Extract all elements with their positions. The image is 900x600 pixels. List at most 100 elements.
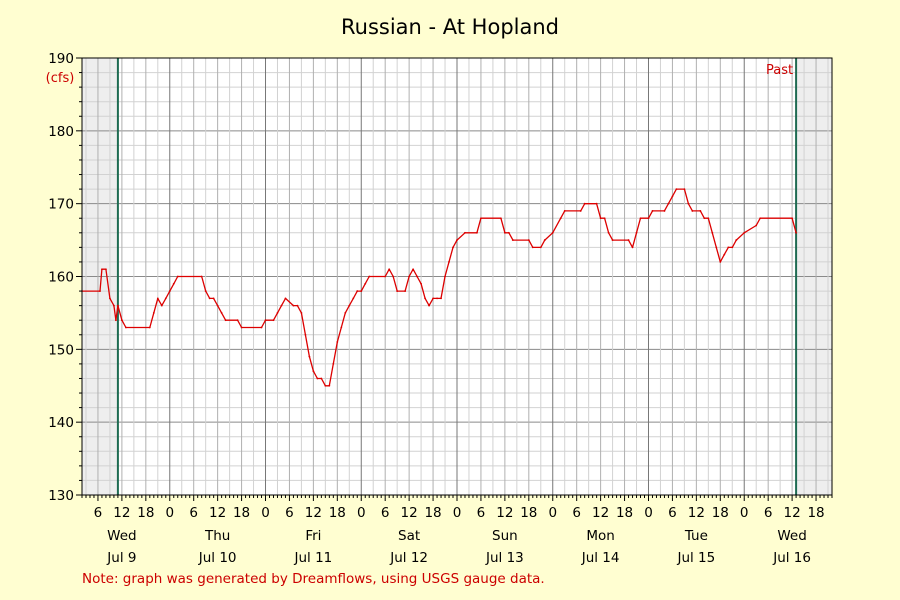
x-hour-label: 12 xyxy=(784,505,801,521)
flow-point xyxy=(444,275,446,278)
y-tick-label: 180 xyxy=(48,124,74,140)
flow-point xyxy=(336,341,339,343)
x-hour-label: 0 xyxy=(357,505,366,521)
y-tick-label: 170 xyxy=(48,197,74,213)
flow-point xyxy=(651,210,654,212)
flow-point xyxy=(432,297,434,300)
grid-lines: Past xyxy=(82,57,832,496)
x-hour-label: 6 xyxy=(477,505,486,521)
flow-point xyxy=(735,239,738,241)
flow-point xyxy=(105,268,107,271)
day-date-label: Jul 12 xyxy=(389,550,428,566)
flow-point xyxy=(663,210,666,212)
x-hour-label: 12 xyxy=(401,505,418,521)
flow-point xyxy=(332,363,335,365)
flow-point xyxy=(404,290,407,292)
flow-point xyxy=(731,246,734,249)
flow-point xyxy=(727,246,730,249)
day-weekday-label: Thu xyxy=(204,528,230,544)
day-weekday-label: Fri xyxy=(305,528,321,544)
flow-point xyxy=(384,275,387,278)
flow-point xyxy=(543,239,546,241)
flow-point xyxy=(755,224,758,227)
x-hour-label: 18 xyxy=(616,505,633,521)
flow-point xyxy=(759,217,762,220)
chart-title: Russian - At Hopland xyxy=(341,15,559,39)
day-date-label: Jul 14 xyxy=(581,550,620,566)
flow-point xyxy=(115,319,117,322)
flow-point xyxy=(120,319,123,322)
flow-point xyxy=(308,355,311,358)
flow-point xyxy=(360,290,363,292)
flow-point xyxy=(583,202,586,205)
flow-point xyxy=(715,246,718,249)
flow-point xyxy=(148,326,151,329)
flow-point xyxy=(440,297,442,300)
flow-point xyxy=(691,210,694,212)
flow-point xyxy=(316,377,319,380)
flow-point xyxy=(172,282,175,285)
flow-point xyxy=(703,217,706,220)
flow-point xyxy=(603,217,606,220)
flow-point xyxy=(284,297,287,300)
flow-point xyxy=(743,231,746,234)
flow-point xyxy=(356,290,359,292)
flow-point xyxy=(527,239,530,241)
day-date-label: Jul 11 xyxy=(294,550,333,566)
x-hour-label: 12 xyxy=(496,505,513,521)
x-hour-label: 12 xyxy=(592,505,609,521)
axes xyxy=(76,57,833,501)
y-tick-label: 190 xyxy=(48,51,74,67)
flow-point xyxy=(156,297,159,300)
flow-point xyxy=(352,297,355,300)
flow-point xyxy=(280,304,283,307)
flow-point xyxy=(595,202,598,205)
x-hour-label: 0 xyxy=(548,505,557,521)
x-hour-label: 6 xyxy=(189,505,198,521)
past-label: Past xyxy=(766,63,793,78)
flow-point xyxy=(168,290,171,292)
day-date-label: Jul 15 xyxy=(676,550,715,566)
flow-point xyxy=(101,268,103,271)
x-hour-label: 18 xyxy=(712,505,729,521)
day-weekday-label: Wed xyxy=(777,528,806,544)
x-hour-label: 0 xyxy=(261,505,270,521)
flow-point xyxy=(212,297,215,300)
flow-line xyxy=(82,188,797,387)
flow-point xyxy=(675,188,678,191)
day-date-label: Jul 13 xyxy=(485,550,524,566)
flow-point xyxy=(420,282,422,285)
flow-point xyxy=(639,217,642,220)
flow-point xyxy=(408,275,411,278)
flow-point xyxy=(296,304,299,307)
flow-point xyxy=(511,239,514,241)
flow-point xyxy=(599,217,602,220)
flow-point xyxy=(368,275,371,278)
x-hour-label: 6 xyxy=(764,505,773,521)
flow-point xyxy=(563,210,566,212)
y-axis-unit-label: (cfs) xyxy=(46,71,75,86)
flow-point xyxy=(499,217,502,220)
flow-point xyxy=(300,312,303,314)
flow-point xyxy=(428,304,430,307)
y-tick-label: 150 xyxy=(48,342,74,358)
x-hour-label: 6 xyxy=(381,505,390,521)
footnote: Note: graph was generated by Dreamflows,… xyxy=(82,571,545,587)
flow-point xyxy=(113,304,115,307)
flow-point xyxy=(260,326,263,329)
flow-point xyxy=(579,210,582,212)
x-hour-label: 18 xyxy=(424,505,441,521)
flow-point xyxy=(328,384,331,387)
flow-point xyxy=(507,231,510,234)
flow-point xyxy=(152,312,155,314)
x-hour-label: 18 xyxy=(520,505,537,521)
flow-point xyxy=(109,297,111,300)
x-hour-label: 0 xyxy=(740,505,749,521)
flow-point xyxy=(635,231,638,234)
y-tick-label: 130 xyxy=(48,488,74,504)
flow-point xyxy=(711,231,714,234)
flow-point xyxy=(687,202,690,205)
y-tick-label: 140 xyxy=(48,415,74,431)
flow-point xyxy=(503,231,506,234)
flow-point xyxy=(292,304,295,307)
